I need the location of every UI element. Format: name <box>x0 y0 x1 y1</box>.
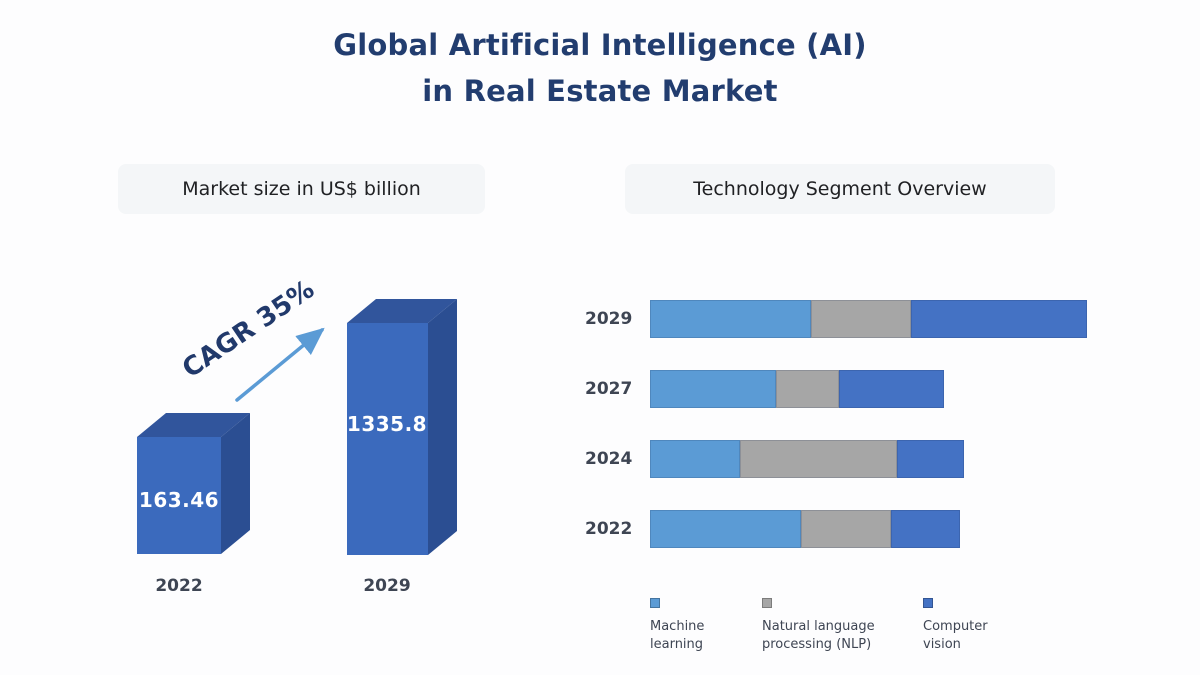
chart-row-2022: 2022 <box>585 510 1087 548</box>
row-year-label: 2027 <box>585 379 633 399</box>
right-panel-header: Technology Segment Overview <box>625 164 1055 214</box>
bar-2022-value-label: 163.46 <box>139 488 219 512</box>
machine-learning-swatch <box>650 598 660 608</box>
segment-natural-language-processing-nlp <box>776 370 839 408</box>
main-title: Global Artificial Intelligence (AI) in R… <box>0 22 1200 114</box>
chart-legend: Machine learning Natural language proces… <box>650 598 1033 654</box>
row-year-label: 2022 <box>585 519 633 539</box>
main-title-line1: Global Artificial Intelligence (AI) <box>333 28 867 62</box>
row-year-label: 2024 <box>585 449 633 469</box>
cagr-annotation: CAGR 35% <box>177 274 320 384</box>
legend-item-machine-learning: Machine learning <box>650 598 762 654</box>
segment-computer-vision <box>891 510 960 548</box>
chart-row-2029: 2029 <box>585 300 1087 338</box>
market-size-chart: 163.46 1335.8 2022 2029 CAGR 35% <box>137 274 457 596</box>
chart-row-2027: 2027 <box>585 370 1087 408</box>
stacked-bar-2022 <box>650 510 960 548</box>
stacked-bar-2027 <box>650 370 944 408</box>
bar-2029-front-face <box>347 323 428 555</box>
left-panel-header-label: Market size in US$ billion <box>182 178 421 200</box>
chart-row-2024: 2024 <box>585 440 1087 478</box>
segment-computer-vision <box>911 300 1087 338</box>
machine-learning-label: Machine learning <box>650 619 705 653</box>
segment-machine-learning <box>650 370 776 408</box>
bar-2022: 163.46 <box>137 413 250 554</box>
segment-natural-language-processing-nlp <box>740 440 897 478</box>
bar-2022-front-face <box>137 437 221 554</box>
bar-2029-side-face <box>428 299 457 555</box>
bar-2029-top-face <box>347 299 457 323</box>
main-title-line2: in Real Estate Market <box>422 74 778 108</box>
segment-machine-learning <box>650 510 801 548</box>
bar-2029: 1335.8 <box>347 299 457 555</box>
segment-natural-language-processing-nlp <box>811 300 911 338</box>
right-panel-header-label: Technology Segment Overview <box>693 178 987 200</box>
nlp-label: Natural language processing (NLP) <box>762 619 875 653</box>
computer-vision-label: Computer vision <box>923 619 988 653</box>
legend-item-nlp: Natural language processing (NLP) <box>762 598 923 654</box>
bar-2029-category-label: 2029 <box>363 576 410 596</box>
segment-computer-vision <box>897 440 964 478</box>
technology-segment-chart: 2029 2027 2024 2022 <box>585 300 1087 580</box>
left-panel-header: Market size in US$ billion <box>118 164 485 214</box>
bar-2022-category-label: 2022 <box>155 576 202 596</box>
nlp-swatch <box>762 598 772 608</box>
computer-vision-swatch <box>923 598 933 608</box>
segment-machine-learning <box>650 440 740 478</box>
bar-2029-value-label: 1335.8 <box>347 412 427 436</box>
segment-machine-learning <box>650 300 811 338</box>
legend-item-computer-vision: Computer vision <box>923 598 1033 654</box>
cagr-arrow <box>235 327 325 402</box>
bar-2022-side-face <box>221 413 250 554</box>
segment-natural-language-processing-nlp <box>801 510 891 548</box>
stacked-bar-2029 <box>650 300 1087 338</box>
stacked-bar-2024 <box>650 440 964 478</box>
row-year-label: 2029 <box>585 309 633 329</box>
bar-2022-top-face <box>137 413 250 437</box>
segment-computer-vision <box>839 370 944 408</box>
